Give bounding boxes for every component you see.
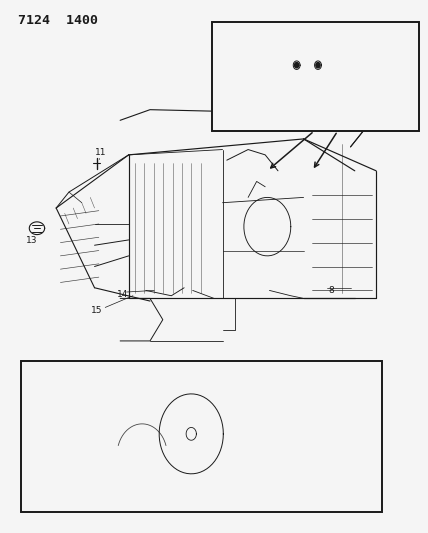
Text: 11: 11 [95, 148, 107, 157]
Text: 7: 7 [68, 380, 74, 389]
Circle shape [316, 62, 320, 68]
Text: 3: 3 [55, 491, 61, 500]
Text: 7124  1400: 7124 1400 [18, 14, 98, 27]
Text: 4: 4 [312, 491, 317, 500]
Text: 1: 1 [405, 31, 411, 40]
Text: 8: 8 [328, 286, 334, 295]
Text: 9: 9 [128, 376, 134, 385]
Text: 2: 2 [235, 58, 240, 66]
Text: 12: 12 [155, 391, 166, 400]
Text: 13: 13 [26, 237, 37, 246]
Bar [21, 361, 382, 512]
Bar [212, 22, 419, 131]
Text: 15: 15 [91, 305, 102, 314]
Text: 10: 10 [215, 377, 226, 386]
Text: 14: 14 [116, 290, 128, 299]
Text: 6: 6 [149, 502, 155, 511]
Text: 5: 5 [209, 497, 215, 506]
Circle shape [294, 62, 299, 68]
Text: 1: 1 [30, 382, 36, 391]
